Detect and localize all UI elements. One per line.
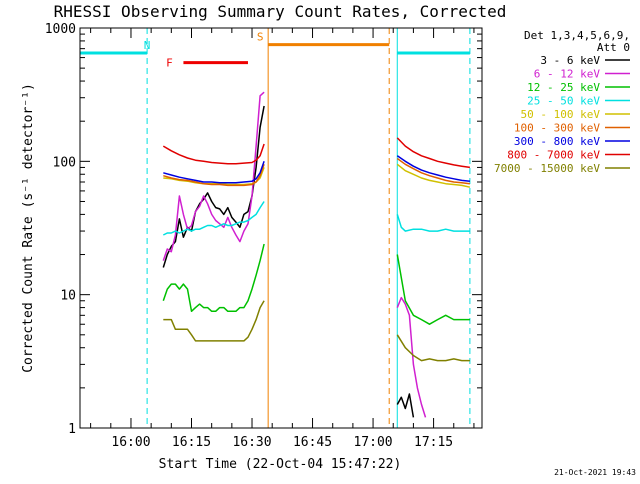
flag-label-n: N [144,39,151,52]
series-line [162,243,265,313]
x-axis-label: Start Time (22-Oct-04 15:47:22) [159,457,402,472]
legend-header: Att 0 [597,41,630,54]
flag-label-s: S [257,31,264,44]
legend-entry-label: 3 - 6 keV [540,54,600,67]
y-axis-label: Corrected Count Rate (s⁻¹ detector⁻¹) [21,83,36,373]
series-line [396,155,470,182]
series-line [396,296,427,418]
series-line [163,164,265,187]
series-line [162,143,265,165]
legend-header: Det 1,3,4,5,6,9, [524,29,630,42]
legend-entry-label: 300 - 800 keV [514,135,600,148]
legend-entry-label: 25 - 50 keV [527,95,600,108]
legend-entry-label: 12 - 25 keV [527,81,600,94]
vertical-markers [146,28,471,428]
plot-frame [79,27,483,429]
x-tick-label: 17:15 [414,435,453,450]
series-line [163,161,265,184]
legend-entry-label: 800 - 7000 keV [507,149,600,162]
x-tick-label: 16:45 [293,435,332,450]
x-tick-label: 16:15 [172,435,211,450]
x-tick-label: 16:00 [111,435,150,450]
data-series [162,91,471,418]
series-line [396,163,471,188]
x-tick-label: 16:30 [232,435,271,450]
series-line [396,157,470,185]
series-line [396,214,470,232]
chart-title: RHESSI Observing Summary Count Rates, Co… [54,2,507,21]
x-tick-label: 17:00 [353,435,392,450]
series-line [163,300,265,342]
series-line [162,201,265,236]
series-line [396,137,471,169]
series-line [396,334,470,362]
y-tick-label: 100 [53,155,76,170]
series-line [162,91,265,261]
legend-entry-label: 7000 - 15000 keV [494,162,600,175]
y-tick-label: 1 [68,422,76,437]
legend-entry-label: 6 - 12 keV [534,68,601,81]
generation-timestamp: 21-Oct-2021 19:43 [554,468,636,477]
y-tick-label: 1000 [45,22,76,37]
series-line [396,393,415,418]
series-line [162,105,265,268]
flag-bars: N F S [80,31,470,70]
axes: 1 10 100 1000 16:00 16:15 16:30 16:45 17:00 17:15 [45,22,482,450]
legend-entry-label: 50 - 100 keV [521,108,601,121]
y-tick-label: 10 [60,289,76,304]
legend-entry-label: 100 - 300 keV [514,122,600,135]
series-line [396,254,470,325]
flag-label-f: F [166,57,173,70]
